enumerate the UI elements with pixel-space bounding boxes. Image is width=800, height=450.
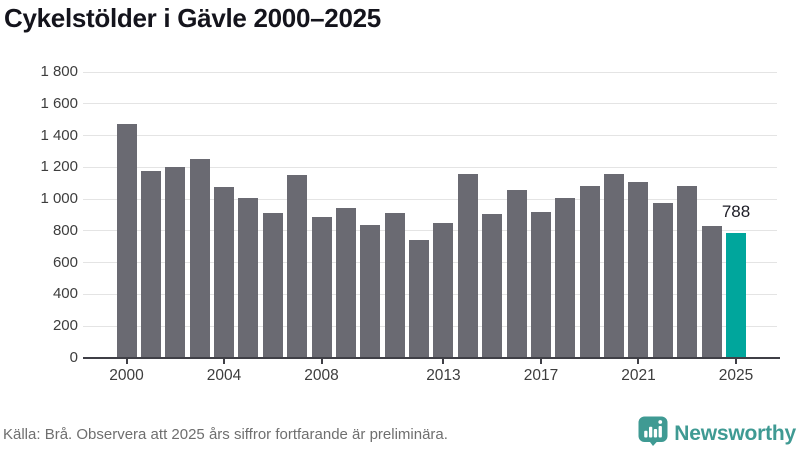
- y-axis-label: 400: [52, 285, 78, 303]
- gridline-1400: [83, 135, 777, 137]
- bar-2024: [701, 226, 722, 358]
- gridline-1600: [83, 103, 777, 105]
- bar-2016: [506, 190, 527, 358]
- gridline-1200: [83, 166, 777, 168]
- bar-2003: [189, 158, 210, 358]
- bar-2001: [140, 171, 161, 358]
- x-axis-label: 2017: [523, 367, 559, 384]
- x-axis-tick-2000: [125, 359, 128, 364]
- bar-2020: [604, 174, 625, 358]
- bar-2010: [360, 225, 381, 358]
- bar-2017: [530, 211, 551, 358]
- highlight-value-label: 788: [721, 201, 751, 221]
- bar-2022: [652, 203, 673, 358]
- source-note: Källa: Brå. Observera att 2025 års siffr…: [3, 426, 448, 443]
- gridline-800: [83, 230, 777, 232]
- x-axis-line: [83, 357, 780, 359]
- x-axis-tick-2021: [637, 359, 640, 364]
- newsworthy-wordmark: Newsworthy: [674, 421, 796, 445]
- x-axis-tick-2004: [223, 359, 226, 364]
- bar-2013: [433, 222, 454, 358]
- bar-2000: [116, 124, 137, 358]
- x-axis-label: 2013: [426, 367, 461, 384]
- y-axis-label: 1 600: [40, 94, 78, 112]
- x-axis-tick-2025: [735, 359, 737, 364]
- gridline-1800: [83, 71, 777, 73]
- bar-2015: [482, 214, 503, 358]
- y-axis-label: 200: [52, 317, 78, 335]
- bar-2014: [457, 174, 478, 358]
- bar-2007: [287, 175, 308, 358]
- y-axis-label: 600: [52, 253, 78, 271]
- newsworthy-logo: Newsworthy: [638, 416, 796, 450]
- footer: Källa: Brå. Observera att 2025 års siffr…: [0, 416, 800, 450]
- bar-2025-highlighted: [726, 232, 746, 358]
- newsworthy-speech-bubble-bar-chart-icon: [638, 416, 668, 450]
- y-axis-label: 0: [69, 349, 78, 366]
- bar-2019: [579, 186, 600, 358]
- bar-2005: [238, 197, 259, 358]
- x-axis-tick-2013: [442, 359, 445, 364]
- gridline-600: [83, 262, 777, 264]
- y-axis-label: 1 800: [40, 63, 78, 80]
- bar-2021: [628, 181, 649, 358]
- bar-2008: [311, 216, 332, 358]
- gridline-1000: [83, 198, 777, 200]
- bar-chart: 0 200 400 600 800 1 000 1 200 1 400 1 600 1 800 78…: [40, 63, 780, 384]
- bar-2012: [409, 239, 430, 358]
- x-axis-label: 2025: [718, 367, 754, 384]
- bar-2002: [165, 166, 186, 358]
- x-axis-label: 2004: [206, 367, 242, 384]
- bar-2018: [555, 197, 576, 358]
- y-axis-label: 1 200: [40, 158, 78, 176]
- bar-2009: [335, 207, 356, 358]
- y-axis-label: 1 400: [40, 126, 78, 144]
- gridline-200: [83, 325, 777, 327]
- bar-2011: [384, 213, 405, 358]
- gridline-400: [83, 293, 777, 295]
- x-axis-tick-2017: [539, 359, 542, 364]
- x-axis-label: 2008: [304, 367, 339, 384]
- bar-2023: [677, 186, 698, 358]
- y-axis-label: 800: [52, 221, 78, 239]
- bar-2004: [214, 187, 235, 358]
- y-axis-label: 1 000: [40, 190, 78, 208]
- bar-2006: [262, 213, 283, 358]
- x-axis-label: 2000: [109, 367, 144, 384]
- chart-title: Cykelstölder i Gävle 2000–2025: [4, 3, 381, 33]
- x-axis-label: 2021: [621, 367, 656, 384]
- x-axis-tick-2008: [320, 359, 323, 364]
